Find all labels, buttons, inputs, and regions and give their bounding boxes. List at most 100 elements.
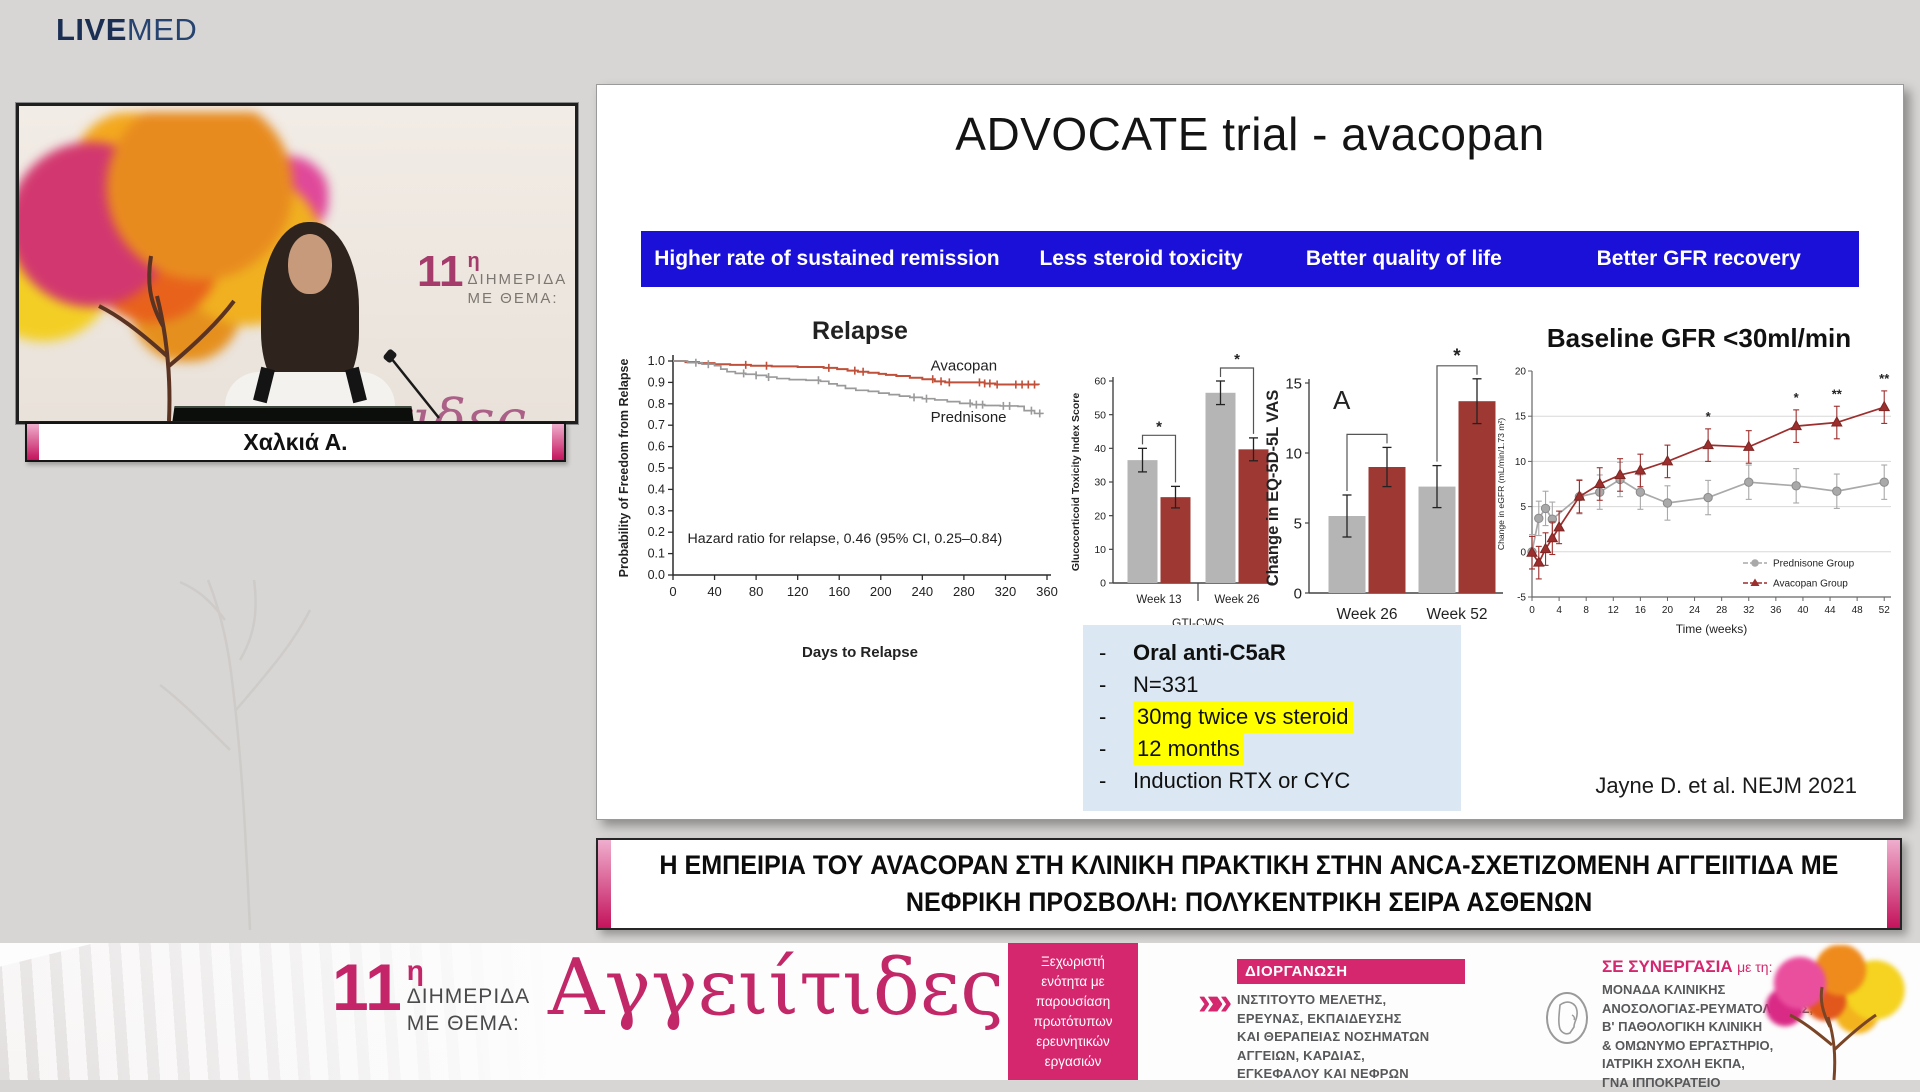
svg-text:4: 4 <box>1556 605 1562 616</box>
svg-text:*: * <box>1453 346 1461 367</box>
svg-text:Change in EQ-5D-5L VAS: Change in EQ-5D-5L VAS <box>1265 390 1282 587</box>
svg-text:16: 16 <box>1635 605 1647 616</box>
svg-text:80: 80 <box>749 584 763 599</box>
backdrop-edition-number: 11 <box>417 247 464 296</box>
svg-text:Probability of Freedom from Re: Probability of Freedom from Relapse <box>617 359 631 578</box>
footer-edition-line1: ΔΙΗΜΕΡΙΔΑ <box>406 985 531 1008</box>
trial-fact: - Induction RTX or CYC <box>1099 768 1351 793</box>
svg-text:Week 26: Week 26 <box>1214 594 1259 606</box>
footer-edition: 11 η ΔΙΗΜΕΡΙΔΑ ΜΕ ΘΕΜΑ: <box>332 950 531 1037</box>
organizer-lines: ΙΝΣΤΙΤΟΥΤΟ ΜΕΛΕΤΗΣ, ΕΡΕΥΝΑΣ, ΕΚΠΑΙΔΕΥΣΗΣ Κ… <box>1237 992 1430 1081</box>
gfr-chart-title: Baseline GFR <30ml/min <box>1546 323 1852 353</box>
svg-text:Glucocorticoid Toxicity Index: Glucocorticoid Toxicity Index Score <box>1070 393 1082 572</box>
svg-text:200: 200 <box>870 584 892 599</box>
name-bar-accent-left <box>27 424 39 460</box>
svg-text:0: 0 <box>669 584 676 599</box>
svg-text:Time (weeks): Time (weeks) <box>1676 622 1748 636</box>
organizer-header: ΔΙΟΡΓΑΝΩΣΗ <box>1237 959 1465 984</box>
svg-text:10: 10 <box>1094 544 1106 556</box>
backdrop-tree-branches <box>98 255 236 421</box>
gfr-line-chart: Baseline GFR <30ml/min -5 0 5 10 15 20 0 4 8 12 16… <box>1495 323 1903 667</box>
backdrop-edition-suffix: η <box>467 250 480 272</box>
speaker-face <box>288 234 332 294</box>
talk-title-line2: ΝΕΦΡΙΚΗ ΠΡΟΣΒΟΛΗ: ΠΟΛΥΚΕΝΤΡΙΚΗ ΣΕΙΡΑ ΑΣΘ… <box>905 887 1593 917</box>
svg-text:Prednisone: Prednisone <box>931 409 1007 426</box>
svg-text:5: 5 <box>1294 515 1302 532</box>
svg-text:360: 360 <box>1036 584 1058 599</box>
svg-text:10: 10 <box>1285 445 1302 462</box>
svg-text:0.2: 0.2 <box>648 525 665 539</box>
svg-text:0.7: 0.7 <box>648 418 665 432</box>
benefit-banner: Higher rate of sustained remission Less s… <box>641 231 1859 287</box>
backdrop-edition: 11 η ΔΙΗΜΕΡΙΔΑ ΜΕ ΘΕΜΑ: <box>417 247 568 308</box>
svg-text:15: 15 <box>1285 375 1302 392</box>
conference-name: Αγγειίτιδες <box>548 943 1004 1033</box>
trial-fact: -12 months <box>1099 733 1461 765</box>
trial-facts-box: - Oral anti-C5aR - N=331 -30mg twice vs ster… <box>1083 625 1461 811</box>
svg-text:40: 40 <box>1094 443 1106 455</box>
chevrons-icon: »» <box>1198 981 1232 1023</box>
footer-edition-number: 11 <box>332 950 402 1024</box>
watermark-tree <box>159 579 312 930</box>
svg-text:A: A <box>1333 385 1351 415</box>
svg-text:160: 160 <box>828 584 850 599</box>
svg-text:44: 44 <box>1824 605 1836 616</box>
svg-text:48: 48 <box>1852 605 1864 616</box>
footer-edition-line2: ΜΕ ΘΕΜΑ: <box>406 1012 520 1035</box>
svg-text:0: 0 <box>1529 605 1535 616</box>
microphone <box>383 349 440 419</box>
backdrop-line2: ΜΕ ΘΕΜΑ: <box>467 290 559 307</box>
svg-text:40: 40 <box>707 584 721 599</box>
livemed-logo-live: LIVE <box>56 12 127 47</box>
svg-text:24: 24 <box>1689 605 1701 616</box>
collaboration-header: ΣΕ ΣΥΝΕΡΓΑΣΙΑ <box>1602 957 1733 976</box>
svg-text:0.4: 0.4 <box>648 482 665 496</box>
svg-text:8: 8 <box>1583 605 1589 616</box>
svg-text:32: 32 <box>1743 605 1755 616</box>
name-bar-accent-right <box>552 424 564 460</box>
svg-text:*: * <box>1234 351 1240 368</box>
conference-footer: 11 η ΔΙΗΜΕΡΙΔΑ ΜΕ ΘΕΜΑ: Αγγειίτιδες Ξεχω… <box>0 943 1920 1090</box>
svg-text:0.6: 0.6 <box>648 440 665 454</box>
svg-text:0.3: 0.3 <box>648 504 665 518</box>
svg-text:15: 15 <box>1515 412 1527 423</box>
svg-text:0.8: 0.8 <box>648 397 665 411</box>
svg-text:**: ** <box>1879 371 1890 386</box>
svg-text:Week 13: Week 13 <box>1136 594 1181 606</box>
svg-text:240: 240 <box>911 584 933 599</box>
svg-text:12: 12 <box>1608 605 1620 616</box>
svg-text:Avacopan: Avacopan <box>931 358 997 375</box>
livemed-logo-med: MED <box>126 12 198 47</box>
podium-laptop <box>167 406 419 421</box>
svg-text:0.5: 0.5 <box>648 461 665 475</box>
svg-text:Week 52: Week 52 <box>1427 606 1488 623</box>
gti-bar-chart: 0 10 20 30 40 50 60 * Week 13 * Week 26 GTI-CWS Gluc… <box>1067 351 1279 646</box>
svg-text:Week 26: Week 26 <box>1337 606 1398 623</box>
speaker-name-bar: Χαλκιά Α. <box>25 422 566 462</box>
svg-text:5: 5 <box>1520 502 1526 513</box>
svg-text:20: 20 <box>1515 367 1527 378</box>
benefit-item: Better quality of life <box>1305 247 1502 270</box>
svg-text:-5: -5 <box>1517 593 1526 604</box>
svg-text:0.0: 0.0 <box>648 568 665 582</box>
svg-text:0: 0 <box>1520 547 1526 558</box>
backdrop-line1: ΔΙΗΜΕΡΙΔΑ <box>467 271 568 288</box>
svg-text:Hazard ratio for relapse, 0.46: Hazard ratio for relapse, 0.46 (95% CI, … <box>688 531 1003 547</box>
svg-text:280: 280 <box>953 584 975 599</box>
trial-fact: -30mg twice vs steroid <box>1099 701 1461 733</box>
headline-accent-right <box>1887 840 1900 928</box>
trial-fact: - N=331 <box>1099 672 1199 697</box>
svg-text:**: ** <box>1832 386 1843 401</box>
svg-text:0.9: 0.9 <box>648 375 665 389</box>
slide-title: ADVOCATE trial - avacopan <box>955 108 1545 160</box>
svg-text:50: 50 <box>1094 409 1106 421</box>
svg-text:52: 52 <box>1879 605 1891 616</box>
svg-text:Prednisone Group: Prednisone Group <box>1773 559 1855 570</box>
svg-text:Change in eGFR (mL/min/1.73 m²: Change in eGFR (mL/min/1.73 m²) <box>1496 418 1506 550</box>
svg-text:20: 20 <box>1662 605 1674 616</box>
talk-title-banner: Η ΕΜΠΕΙΡΙΑ ΤΟΥ AVACOPAN ΣΤΗ ΚΛΙΝΙΚΗ ΠΡΑΚ… <box>596 838 1902 930</box>
svg-text:30: 30 <box>1094 477 1106 489</box>
svg-text:0: 0 <box>1294 585 1302 602</box>
speaker-video: ειίτιδες 11 η ΔΙΗΜΕΡΙΔΑ ΜΕ ΘΕΜΑ: <box>15 102 579 425</box>
svg-text:Days to Relapse: Days to Relapse <box>802 644 918 661</box>
